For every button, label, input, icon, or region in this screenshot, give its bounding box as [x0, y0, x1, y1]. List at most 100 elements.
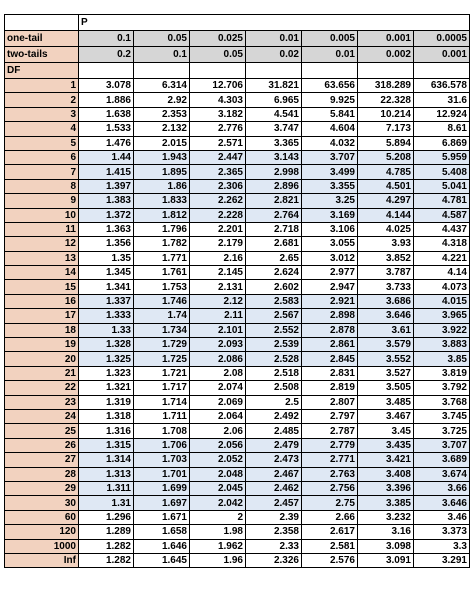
critical-value-cell[interactable]: 3.527 — [357, 365, 414, 382]
critical-value-cell[interactable]: 1.323 — [78, 365, 134, 382]
critical-value-cell[interactable]: 2.358 — [245, 524, 302, 540]
critical-value-cell[interactable]: 1.962 — [189, 538, 246, 554]
critical-value-cell[interactable]: 2.33 — [245, 538, 302, 554]
critical-value-cell[interactable]: 3.674 — [413, 466, 470, 482]
critical-value-cell[interactable]: 2.045 — [189, 480, 246, 497]
critical-value-cell[interactable]: 2.75 — [301, 495, 358, 511]
critical-value-cell[interactable]: 1.96 — [189, 552, 246, 569]
two-tails-value[interactable]: 0.01 — [301, 46, 358, 63]
df-value[interactable]: 24 — [4, 408, 79, 425]
critical-value-cell[interactable]: 1.671 — [133, 509, 190, 526]
critical-value-cell[interactable]: 4.437 — [413, 221, 470, 238]
df-value[interactable]: 4 — [4, 121, 79, 137]
df-value[interactable]: 7 — [4, 164, 79, 180]
critical-value-cell[interactable]: 1.289 — [78, 524, 134, 540]
critical-value-cell[interactable]: 2.457 — [245, 495, 302, 511]
critical-value-cell[interactable]: 2.5 — [245, 394, 302, 410]
df-value[interactable]: 16 — [4, 293, 79, 310]
df-value[interactable]: 1 — [4, 77, 79, 94]
critical-value-cell[interactable]: 3.768 — [413, 394, 470, 410]
critical-value-cell[interactable]: 2.602 — [245, 279, 302, 295]
critical-value-cell[interactable]: 31.821 — [245, 77, 302, 94]
critical-value-cell[interactable]: 12.924 — [413, 106, 470, 123]
critical-value-cell[interactable]: 2.921 — [301, 293, 358, 310]
df-value[interactable]: 27 — [4, 452, 79, 468]
critical-value-cell[interactable]: 3.499 — [301, 164, 358, 180]
critical-value-cell[interactable]: 2.462 — [245, 480, 302, 497]
critical-value-cell[interactable]: 3.485 — [357, 394, 414, 410]
critical-value-cell[interactable]: 2 — [189, 509, 246, 526]
critical-value-cell[interactable]: 1.796 — [133, 221, 190, 238]
critical-value-cell[interactable]: 1.708 — [133, 423, 190, 439]
critical-value-cell[interactable]: 5.959 — [413, 149, 470, 166]
critical-value-cell[interactable]: 4.015 — [413, 293, 470, 310]
critical-value-cell[interactable]: 2.11 — [189, 308, 246, 324]
critical-value-cell[interactable]: 1.337 — [78, 293, 134, 310]
corner-cell[interactable] — [4, 14, 79, 31]
critical-value-cell[interactable]: 5.408 — [413, 164, 470, 180]
two-tails-label[interactable]: two-tails — [4, 46, 79, 63]
critical-value-cell[interactable]: 2.66 — [301, 509, 358, 526]
critical-value-cell[interactable]: 3.182 — [189, 106, 246, 123]
critical-value-cell[interactable]: 1.333 — [78, 308, 134, 324]
critical-value-cell[interactable]: 2.042 — [189, 495, 246, 511]
critical-value-cell[interactable]: 2.779 — [301, 437, 358, 454]
critical-value-cell[interactable]: 3.098 — [357, 538, 414, 554]
critical-value-cell[interactable]: 1.318 — [78, 408, 134, 425]
critical-value-cell[interactable]: 3.733 — [357, 279, 414, 295]
critical-value-cell[interactable]: 3.408 — [357, 466, 414, 482]
critical-value-cell[interactable]: 2.093 — [189, 337, 246, 353]
critical-value-cell[interactable]: 3.091 — [357, 552, 414, 569]
critical-value-cell[interactable]: 1.282 — [78, 538, 134, 554]
critical-value-cell[interactable]: 2.624 — [245, 265, 302, 281]
critical-value-cell[interactable]: 1.341 — [78, 279, 134, 295]
critical-value-cell[interactable]: 1.476 — [78, 135, 134, 151]
df-value[interactable]: 60 — [4, 509, 79, 526]
critical-value-cell[interactable]: 1.729 — [133, 337, 190, 353]
empty-cell[interactable] — [301, 62, 358, 79]
df-value[interactable]: 22 — [4, 380, 79, 396]
critical-value-cell[interactable]: 4.14 — [413, 265, 470, 281]
critical-value-cell[interactable]: 2.074 — [189, 380, 246, 396]
critical-value-cell[interactable]: 2.718 — [245, 221, 302, 238]
critical-value-cell[interactable]: 8.61 — [413, 121, 470, 137]
critical-value-cell[interactable]: 2.485 — [245, 423, 302, 439]
critical-value-cell[interactable]: 2.681 — [245, 236, 302, 252]
critical-value-cell[interactable]: 3.396 — [357, 480, 414, 497]
critical-value-cell[interactable]: 1.328 — [78, 337, 134, 353]
critical-value-cell[interactable]: 3.747 — [245, 121, 302, 137]
critical-value-cell[interactable]: 2.365 — [189, 164, 246, 180]
critical-value-cell[interactable]: 1.33 — [78, 322, 134, 339]
critical-value-cell[interactable]: 2.086 — [189, 351, 246, 367]
critical-value-cell[interactable]: 4.785 — [357, 164, 414, 180]
critical-value-cell[interactable]: 1.533 — [78, 121, 134, 137]
df-label[interactable]: DF — [4, 62, 79, 79]
critical-value-cell[interactable]: 3.646 — [413, 495, 470, 511]
critical-value-cell[interactable]: 5.841 — [301, 106, 358, 123]
df-value[interactable]: 3 — [4, 106, 79, 123]
critical-value-cell[interactable]: 2.92 — [133, 92, 190, 108]
empty-cell[interactable] — [189, 62, 246, 79]
critical-value-cell[interactable]: 2.977 — [301, 265, 358, 281]
critical-value-cell[interactable]: 4.297 — [357, 193, 414, 209]
critical-value-cell[interactable]: 2.797 — [301, 408, 358, 425]
critical-value-cell[interactable]: 31.6 — [413, 92, 470, 108]
critical-value-cell[interactable]: 1.711 — [133, 408, 190, 425]
critical-value-cell[interactable]: 1.753 — [133, 279, 190, 295]
df-value[interactable]: 19 — [4, 337, 79, 353]
critical-value-cell[interactable]: 2.179 — [189, 236, 246, 252]
critical-value-cell[interactable]: 1.697 — [133, 495, 190, 511]
critical-value-cell[interactable]: 1.86 — [133, 178, 190, 195]
empty-cell[interactable] — [133, 62, 190, 79]
critical-value-cell[interactable]: 2.064 — [189, 408, 246, 425]
critical-value-cell[interactable]: 3.467 — [357, 408, 414, 425]
critical-value-cell[interactable]: 3.435 — [357, 437, 414, 454]
df-value[interactable]: 15 — [4, 279, 79, 295]
critical-value-cell[interactable]: 3.745 — [413, 408, 470, 425]
critical-value-cell[interactable]: 4.025 — [357, 221, 414, 238]
critical-value-cell[interactable]: 1.782 — [133, 236, 190, 252]
critical-value-cell[interactable]: 2.39 — [245, 509, 302, 526]
critical-value-cell[interactable]: 2.201 — [189, 221, 246, 238]
df-value[interactable]: 11 — [4, 221, 79, 238]
critical-value-cell[interactable]: 2.771 — [301, 452, 358, 468]
